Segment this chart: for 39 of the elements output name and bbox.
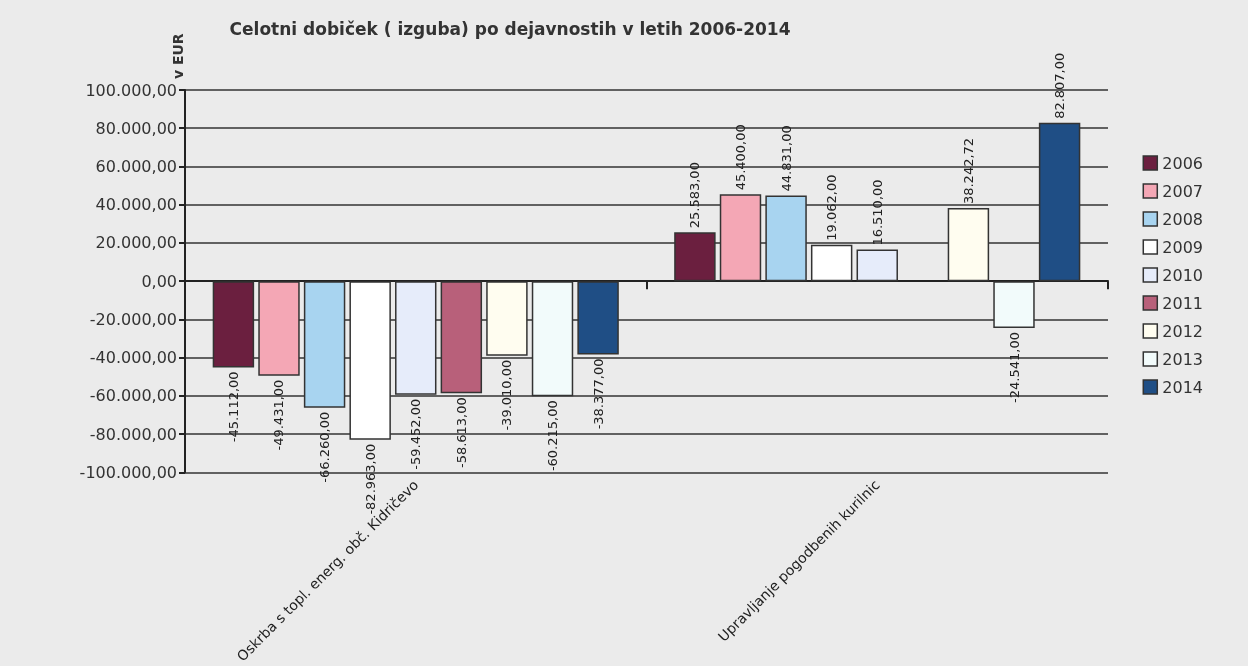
data-label: -24.541,00 [1006,332,1022,403]
legend-label: 2014 [1162,377,1203,397]
y-tick-label: -40.000,00 [89,348,177,368]
chart-title: Celotni dobiček ( izguba) po dejavnostih v letih 2006-2014 [229,18,791,39]
y-tick-label: 0,00 [141,271,177,291]
data-label: -45.112,00 [225,371,241,443]
data-label: -49.431,00 [271,379,287,451]
data-label: 44.831,00 [778,125,794,192]
y-tick-label: -60.000,00 [89,386,177,406]
y-tick-label: 40.000,00 [95,195,177,215]
legend-label: 2009 [1162,237,1203,257]
legend-label: 2010 [1162,265,1203,285]
data-label: 38.242,72 [960,137,976,205]
legend-label: 2008 [1162,209,1203,229]
data-label: -66.260,00 [317,411,333,483]
data-label: 25.583,00 [687,162,703,229]
bar [856,249,898,282]
legend-label: 2007 [1162,181,1203,201]
data-label: 82.807,00 [1052,52,1068,119]
legend-label: 2006 [1162,153,1203,173]
legend-label: 2013 [1162,349,1203,369]
y-tick-label: 100.000,00 [85,80,177,100]
data-label: -39.010,00 [499,359,515,431]
data-label: -60.215,00 [545,400,560,472]
y-tick-label: 60.000,00 [95,156,177,176]
y-tick-label: 20.000,00 [95,233,177,253]
legend-label: 2011 [1162,293,1203,313]
data-label: -38.377,00 [590,358,606,430]
y-tick-label: -20.000,00 [89,309,177,329]
legend-label: 2012 [1162,321,1203,341]
y-axis-title: v EUR [170,33,186,80]
data-label: -58.613,00 [453,397,469,469]
data-label: 19.062,00 [824,174,840,241]
data-label: 16.510,00 [869,179,885,246]
y-tick-label: -100.000,00 [79,462,177,482]
y-tick-label: -80.000,00 [89,424,177,444]
y-tick-label: 80.000,00 [95,118,177,138]
data-label: -59.452,00 [408,398,424,470]
data-label: 45.400,00 [733,124,748,191]
